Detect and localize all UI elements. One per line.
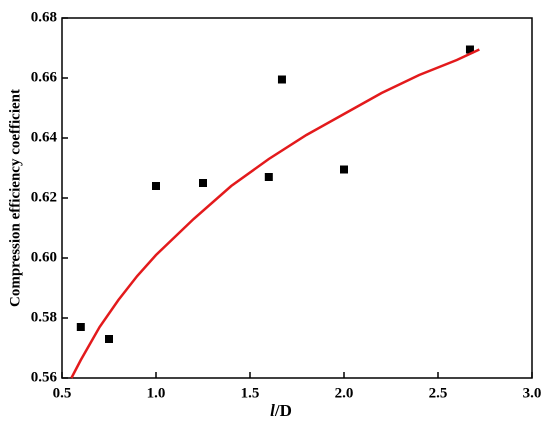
data-point (199, 179, 207, 187)
data-point (105, 335, 113, 343)
x-tick-label: 2.5 (429, 385, 448, 401)
data-point (264, 173, 273, 181)
x-tick-label: 0.5 (53, 385, 72, 401)
plot-frame (61, 17, 533, 379)
x-tick-label: 1.0 (147, 385, 166, 401)
y-tick-label: 0.64 (31, 129, 58, 145)
fit-line (70, 48, 480, 379)
y-tick-label: 0.68 (31, 9, 57, 25)
data-point (277, 75, 286, 84)
x-tick-label: 1.5 (241, 385, 260, 401)
x-label-rest: /D (274, 401, 292, 420)
x-tick-label: 3.0 (523, 385, 542, 401)
data-point (340, 165, 348, 174)
data-point (465, 45, 474, 54)
data-point (76, 323, 85, 331)
x-label-italic: l (270, 401, 275, 420)
y-tick-label: 0.58 (31, 309, 57, 325)
y-tick-label: 0.66 (31, 69, 58, 85)
y-tick-label: 0.62 (31, 189, 57, 205)
y-tick-label: 0.60 (31, 249, 57, 265)
data-point (152, 182, 160, 190)
x-axis-label: l/D (270, 401, 292, 420)
y-axis-label: Compression efficiency coefficient (7, 89, 23, 307)
y-tick-label: 0.56 (31, 369, 58, 385)
x-tick-label: 2.0 (335, 385, 354, 401)
